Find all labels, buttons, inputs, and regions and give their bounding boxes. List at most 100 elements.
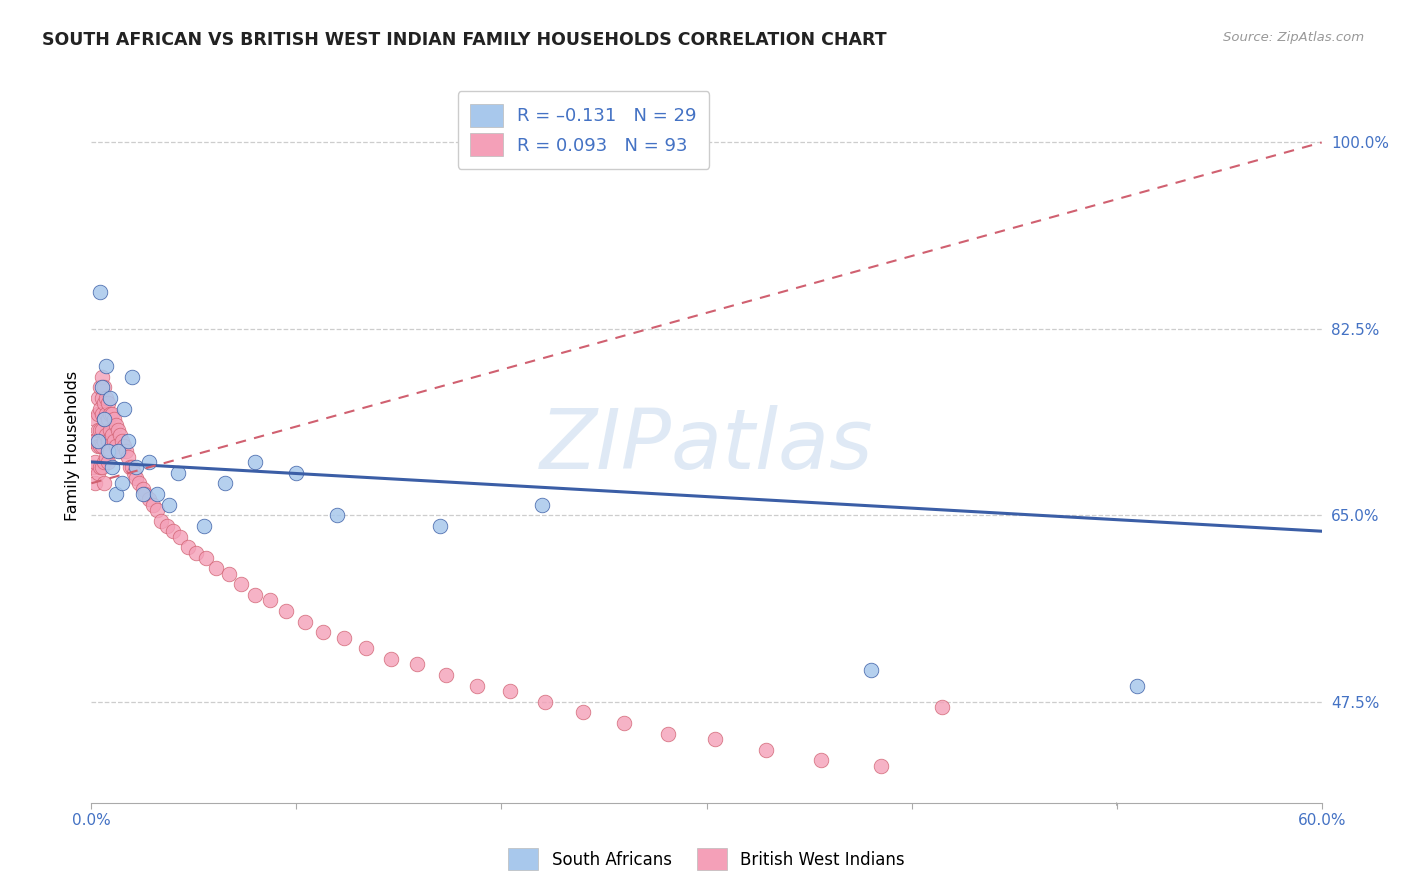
Point bbox=[93, 476, 115, 491]
Point bbox=[90, 391, 112, 405]
Point bbox=[105, 439, 127, 453]
Point bbox=[205, 561, 228, 575]
Point bbox=[214, 476, 236, 491]
Point bbox=[131, 482, 153, 496]
Point bbox=[177, 540, 200, 554]
Point bbox=[89, 380, 111, 394]
Point bbox=[112, 439, 135, 453]
Point bbox=[115, 444, 138, 458]
Point bbox=[105, 487, 127, 501]
Point bbox=[103, 412, 125, 426]
Point bbox=[90, 439, 112, 453]
Point bbox=[117, 434, 139, 448]
Point bbox=[90, 423, 112, 437]
Point bbox=[97, 455, 120, 469]
Point bbox=[93, 412, 115, 426]
Point bbox=[84, 412, 107, 426]
Point bbox=[810, 753, 832, 767]
Point bbox=[97, 412, 120, 426]
Point bbox=[84, 434, 107, 448]
Point bbox=[89, 460, 111, 475]
Legend: South Africans, British West Indians: South Africans, British West Indians bbox=[502, 842, 911, 877]
Point bbox=[93, 455, 115, 469]
Point bbox=[94, 428, 117, 442]
Point bbox=[89, 439, 111, 453]
Text: SOUTH AFRICAN VS BRITISH WEST INDIAN FAMILY HOUSEHOLDS CORRELATION CHART: SOUTH AFRICAN VS BRITISH WEST INDIAN FAM… bbox=[42, 31, 887, 49]
Point bbox=[108, 444, 131, 458]
Point bbox=[354, 641, 377, 656]
Point bbox=[134, 487, 156, 501]
Point bbox=[138, 492, 160, 507]
Point bbox=[89, 423, 111, 437]
Point bbox=[90, 407, 112, 421]
Point bbox=[89, 401, 111, 416]
Point bbox=[229, 577, 252, 591]
Point bbox=[195, 550, 218, 565]
Point bbox=[1126, 679, 1149, 693]
Point bbox=[98, 391, 121, 405]
Point bbox=[755, 742, 778, 756]
Point bbox=[157, 498, 180, 512]
Point bbox=[131, 487, 153, 501]
Point bbox=[533, 695, 555, 709]
Point bbox=[86, 466, 108, 480]
Point bbox=[245, 588, 267, 602]
Point bbox=[162, 524, 184, 539]
Point bbox=[869, 758, 891, 772]
Point bbox=[245, 455, 267, 469]
Point bbox=[138, 455, 160, 469]
Y-axis label: Family Households: Family Households bbox=[65, 371, 80, 521]
Point bbox=[276, 604, 298, 618]
Point bbox=[94, 359, 117, 373]
Point bbox=[94, 407, 117, 421]
Point bbox=[98, 407, 121, 421]
Point bbox=[94, 450, 117, 464]
Point bbox=[93, 380, 115, 394]
Point bbox=[859, 663, 882, 677]
Point bbox=[101, 460, 124, 475]
Point bbox=[465, 679, 488, 693]
Point bbox=[406, 657, 429, 672]
Point bbox=[531, 498, 554, 512]
Point bbox=[120, 460, 142, 475]
Point bbox=[111, 434, 134, 448]
Point bbox=[193, 519, 215, 533]
Point bbox=[434, 668, 457, 682]
Point bbox=[259, 593, 281, 607]
Point bbox=[107, 423, 129, 437]
Point bbox=[103, 434, 125, 448]
Point bbox=[93, 412, 115, 426]
Point bbox=[326, 508, 349, 523]
Point bbox=[931, 700, 953, 714]
Point bbox=[429, 519, 451, 533]
Point bbox=[124, 466, 146, 480]
Point bbox=[86, 423, 108, 437]
Point bbox=[146, 503, 169, 517]
Point bbox=[380, 652, 402, 666]
Point bbox=[94, 391, 117, 405]
Point bbox=[97, 444, 120, 458]
Point bbox=[703, 731, 725, 746]
Point bbox=[97, 434, 120, 448]
Point bbox=[90, 369, 112, 384]
Point bbox=[285, 466, 308, 480]
Point bbox=[86, 407, 108, 421]
Point bbox=[128, 476, 150, 491]
Point bbox=[107, 444, 129, 458]
Point bbox=[84, 476, 107, 491]
Point bbox=[86, 439, 108, 453]
Point bbox=[101, 407, 124, 421]
Point bbox=[89, 285, 111, 299]
Point bbox=[98, 423, 121, 437]
Point bbox=[121, 369, 143, 384]
Point bbox=[312, 625, 335, 640]
Point bbox=[105, 417, 127, 432]
Point bbox=[101, 428, 124, 442]
Point bbox=[117, 450, 139, 464]
Point bbox=[613, 715, 636, 730]
Point bbox=[218, 566, 240, 581]
Text: Source: ZipAtlas.com: Source: ZipAtlas.com bbox=[1223, 31, 1364, 45]
Point bbox=[93, 396, 115, 410]
Point bbox=[294, 615, 316, 629]
Point bbox=[332, 631, 354, 645]
